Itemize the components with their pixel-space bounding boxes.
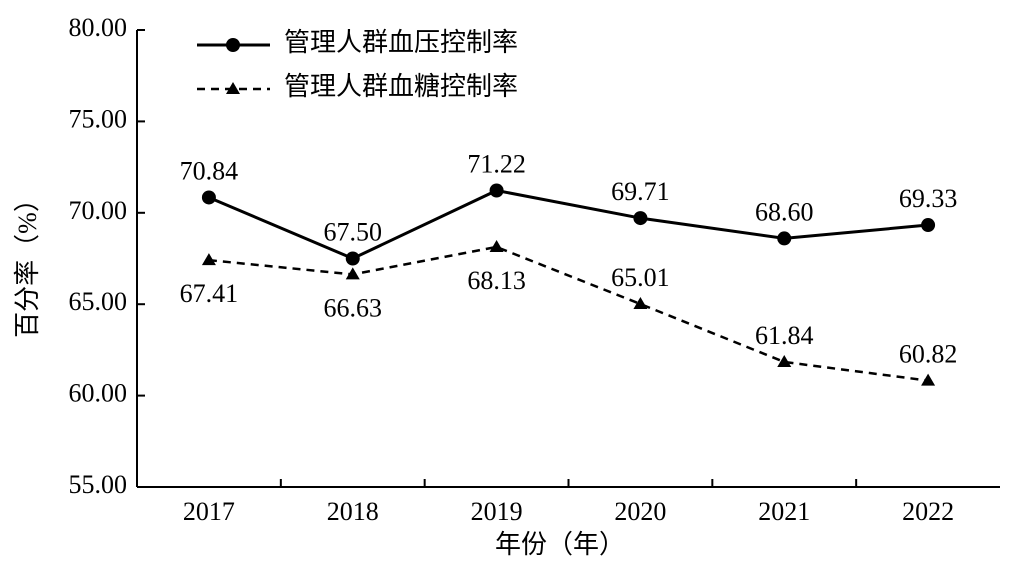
point xyxy=(633,297,648,310)
x-axis-label: 年份（年） xyxy=(495,530,625,559)
value-label: 65.01 xyxy=(611,263,670,292)
point xyxy=(345,267,360,280)
legend-marker xyxy=(226,82,240,94)
y-tick-label: 75.00 xyxy=(69,104,128,133)
point xyxy=(201,253,216,266)
point xyxy=(921,373,936,386)
series-line xyxy=(208,245,929,382)
y-axis-label: 百分率（%） xyxy=(13,186,42,338)
point xyxy=(201,190,216,205)
value-label: 69.71 xyxy=(611,177,670,206)
point xyxy=(489,239,504,252)
value-label: 71.22 xyxy=(467,149,526,178)
x-tick-label: 2021 xyxy=(758,497,810,526)
y-tick-label: 80.00 xyxy=(69,13,128,42)
y-tick-label: 65.00 xyxy=(69,287,128,316)
legend-label: 管理人群血糖控制率 xyxy=(284,72,518,101)
y-tick-label: 70.00 xyxy=(69,196,128,225)
x-tick-label: 2019 xyxy=(471,497,523,526)
point xyxy=(345,251,360,266)
value-label: 67.41 xyxy=(180,279,239,308)
x-tick-label: 2020 xyxy=(614,497,666,526)
point xyxy=(921,218,936,233)
x-tick-label: 2017 xyxy=(183,497,235,526)
series-line xyxy=(208,188,929,261)
value-label: 60.82 xyxy=(899,340,958,369)
value-label: 70.84 xyxy=(180,156,239,185)
value-label: 68.13 xyxy=(467,266,526,295)
point xyxy=(777,354,792,367)
value-label: 61.84 xyxy=(755,321,814,350)
y-tick-label: 60.00 xyxy=(69,379,128,408)
x-tick-label: 2022 xyxy=(902,497,954,526)
y-tick-label: 55.00 xyxy=(69,470,128,499)
x-tick-label: 2018 xyxy=(327,497,379,526)
value-label: 69.33 xyxy=(899,184,958,213)
value-label: 67.50 xyxy=(324,217,383,246)
legend-label: 管理人群血压控制率 xyxy=(284,28,518,57)
value-label: 66.63 xyxy=(324,293,383,322)
point xyxy=(633,211,648,226)
point xyxy=(489,183,504,198)
value-label: 68.60 xyxy=(755,197,814,226)
point xyxy=(777,231,792,246)
legend-marker xyxy=(226,38,240,52)
